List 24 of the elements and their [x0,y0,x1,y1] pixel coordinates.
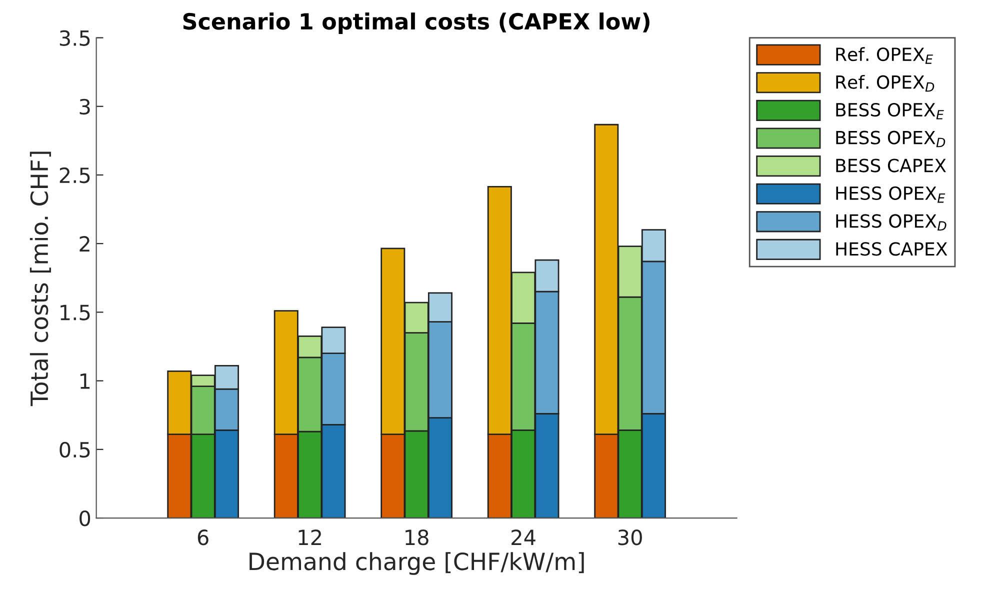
y-tick-label: 2 [80,236,90,252]
legend-label: HESS OPEX$_{D}$ [836,214,946,231]
y-tick-label: 0.5 [60,442,90,458]
y-tick-label: 3.5 [60,30,90,46]
chart-title: Scenario 1 optimal costs (CAPEX low) [183,12,650,34]
x-tick-label: 6 [198,530,208,546]
legend-label: HESS OPEX$_{E}$ [836,186,946,203]
x-tick-label: 30 [618,530,642,546]
legend-label: Ref. OPEX$_{E}$ [836,47,933,64]
legend-label: BESS CAPEX [836,158,946,172]
y-tick-label: 0 [80,510,90,526]
x-tick-label: 24 [512,530,536,545]
y-tick-label: 2.5 [60,167,90,184]
x-tick-label: 12 [298,530,321,545]
legend-label: BESS OPEX$_{E}$ [836,102,944,120]
x-tick-label: 18 [406,530,428,546]
y-axis-title: Total costs [mio. CHF] [30,152,51,406]
legend-label: BESS OPEX$_{D}$ [836,130,946,148]
legend-label: Ref. OPEX$_{D}$ [836,74,934,92]
x-axis-title: Demand charge [CHF/kW/m] [250,552,584,575]
y-tick-label: 1.5 [60,304,90,320]
y-tick-label: 3 [80,98,90,115]
y-tick-label: 1 [80,374,90,389]
legend-label: HESS CAPEX [836,242,948,256]
